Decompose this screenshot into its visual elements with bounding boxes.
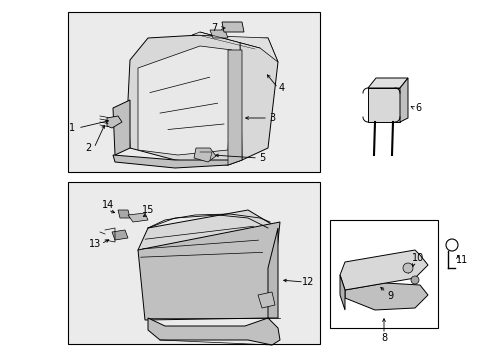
Polygon shape [128,213,148,222]
Polygon shape [222,22,244,32]
Polygon shape [118,210,130,218]
Text: 15: 15 [142,205,154,215]
Text: 9: 9 [386,291,392,301]
Bar [329,220,437,328]
Polygon shape [258,292,274,308]
Text: 2: 2 [85,143,91,153]
Text: 7: 7 [210,23,217,33]
Text: 6: 6 [414,103,420,113]
Bar [68,12,319,172]
Polygon shape [138,222,280,320]
Polygon shape [113,155,242,168]
Polygon shape [148,318,280,345]
Polygon shape [128,35,242,165]
Circle shape [410,276,418,284]
Polygon shape [339,275,345,310]
Polygon shape [345,283,427,310]
Polygon shape [399,78,407,122]
Circle shape [402,263,412,273]
Polygon shape [138,210,278,278]
Text: 1: 1 [69,123,75,133]
Polygon shape [367,78,407,88]
Polygon shape [107,116,122,128]
Text: 4: 4 [278,83,285,93]
Text: 14: 14 [102,200,114,210]
Polygon shape [192,32,278,62]
Bar [68,182,319,344]
Polygon shape [194,148,216,162]
Text: 11: 11 [455,255,467,265]
Text: 12: 12 [301,277,314,287]
Polygon shape [112,230,128,240]
Text: 13: 13 [89,239,101,249]
Text: 5: 5 [258,153,264,163]
Polygon shape [113,100,130,155]
Polygon shape [367,88,399,122]
Polygon shape [339,250,427,290]
Polygon shape [138,46,231,155]
Polygon shape [267,228,278,318]
Text: 10: 10 [411,253,423,263]
Polygon shape [192,38,278,160]
Polygon shape [209,30,227,38]
Text: 8: 8 [380,333,386,343]
Text: 3: 3 [268,113,274,123]
Polygon shape [227,50,242,165]
